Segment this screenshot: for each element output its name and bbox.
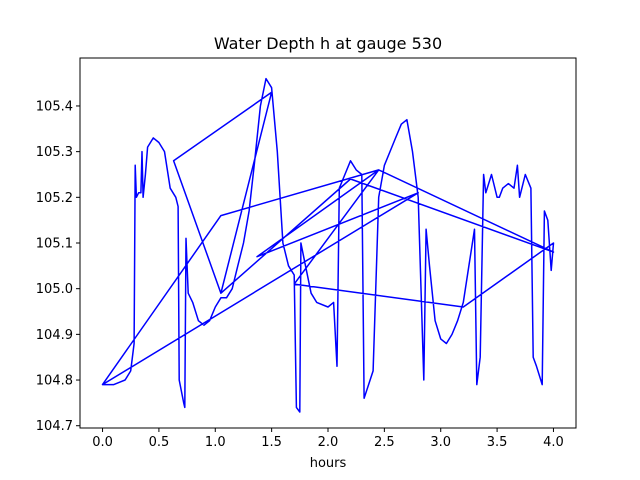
y-tick-label: 105.3 [36,145,73,160]
y-tick-label: 105.0 [36,282,73,297]
series-line-0 [101,77,555,413]
y-tick-label: 105.1 [36,237,73,252]
x-tick-label: 1.5 [261,435,282,450]
x-tick-label: 4.0 [543,435,564,450]
x-tick-label: 0.5 [149,435,170,450]
y-tick-label: 104.8 [36,374,73,389]
x-tick-label: 2.0 [318,435,339,450]
y-tick-label: 104.7 [36,419,73,434]
x-tick-label: 2.5 [374,435,395,450]
x-tick-label: 3.5 [487,435,508,450]
x-axis-label: hours [310,456,347,471]
y-tick-label: 105.2 [36,191,73,206]
x-tick-label: 0.0 [92,435,113,450]
y-tick-label: 105.4 [36,99,73,114]
plot-area [101,77,555,413]
x-axis: 0.0 0.5 1.0 1.5 2.0 2.5 3.0 3.5 4.0 [92,428,564,450]
y-tick-label: 104.9 [36,328,73,343]
y-axis: 104.7 104.8 104.9 105.0 105.1 105.2 105.3 105.4 [36,99,80,434]
x-tick-label: 3.0 [430,435,451,450]
x-tick-label: 1.0 [205,435,226,450]
chart-title: Water Depth h at gauge 530 [214,34,442,53]
